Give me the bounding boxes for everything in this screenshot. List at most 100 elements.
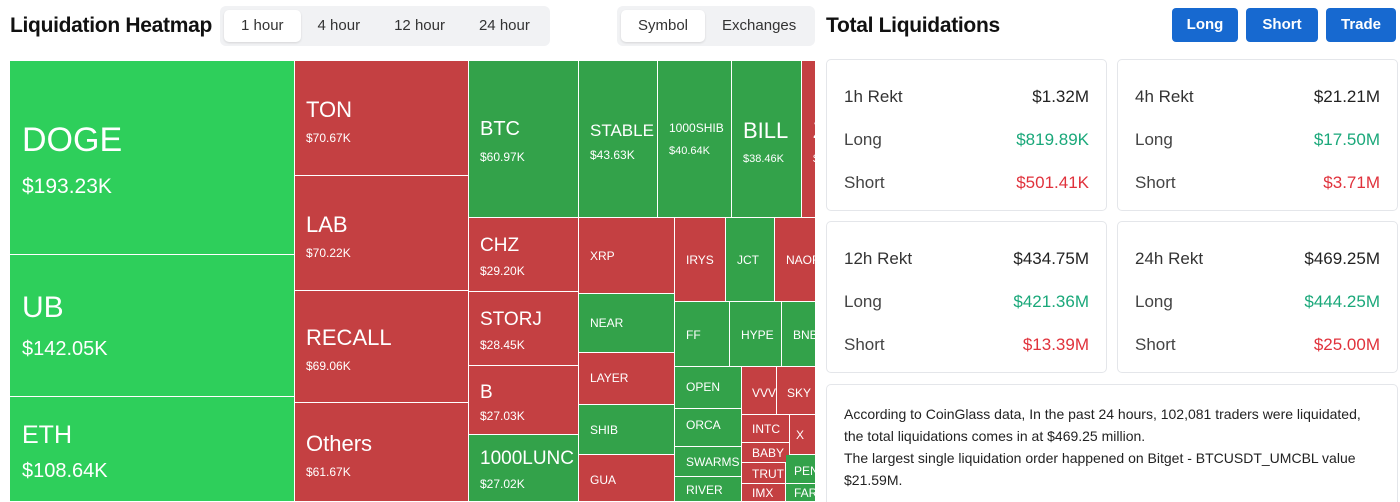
- treemap-cell-orca[interactable]: ORCA: [675, 409, 742, 447]
- treemap-cell-btc[interactable]: BTC $60.97K: [469, 61, 579, 218]
- treemap-cell-b[interactable]: B $27.03K: [469, 366, 579, 435]
- treemap-cell-swarms[interactable]: SWARMS: [675, 447, 742, 477]
- cell-value: $70.67K: [306, 131, 351, 145]
- short-value: $3.71M: [1323, 173, 1380, 192]
- tab-exchanges[interactable]: Exchanges: [722, 17, 797, 34]
- treemap-cell-1000lunc[interactable]: 1000LUNC $27.02K: [469, 435, 579, 502]
- cell-symbol: DOGE: [22, 121, 123, 159]
- treemap-cell-hype[interactable]: HYPE: [730, 302, 782, 367]
- treemap-cell-eth[interactable]: ETH $108.64K: [10, 397, 295, 502]
- treemap-cell-naor[interactable]: NAOR: [775, 218, 816, 302]
- card-header: 1h Rekt $1.32M: [844, 87, 1089, 107]
- total-value: $469.25M: [1304, 249, 1380, 268]
- treemap-cell-ton[interactable]: TON $70.67K: [295, 61, 469, 176]
- cell-symbol: RECALL: [306, 325, 392, 350]
- short-label: Short: [844, 173, 885, 192]
- long-value: $17.50M: [1313, 130, 1380, 149]
- treemap-cell-baby[interactable]: BABY: [742, 443, 790, 463]
- treemap-cell-near[interactable]: NEAR: [579, 294, 675, 353]
- cell-symbol: B: [480, 382, 493, 403]
- treemap-cell-recall[interactable]: RECALL $69.06K: [295, 291, 469, 403]
- treemap-cell-sky[interactable]: SKY: [777, 367, 816, 415]
- treemap-cell-pen[interactable]: PEN: [786, 455, 816, 484]
- period-label: 1h Rekt: [844, 87, 903, 106]
- treemap-cell-x[interactable]: X: [790, 415, 816, 455]
- long-label: Long: [844, 130, 882, 149]
- treemap-cell-1000shib[interactable]: 1000SHIB $40.64K: [658, 61, 732, 218]
- summary-line-1: According to CoinGlass data, In the past…: [844, 406, 1361, 444]
- cell-symbol: IMX: [752, 486, 774, 500]
- short-row: Short $25.00M: [1135, 335, 1380, 355]
- treemap-cell-bnb[interactable]: BNB: [782, 302, 816, 367]
- short-value: $25.00M: [1313, 335, 1380, 354]
- cell-symbol: BILL: [743, 118, 789, 143]
- treemap-cell-trut[interactable]: TRUT: [742, 463, 786, 484]
- cell-symbol: LAB: [306, 212, 348, 237]
- treemap-cell-layer[interactable]: LAYER: [579, 353, 675, 405]
- cell-value: $69.06K: [306, 359, 351, 373]
- card-header: 12h Rekt $434.75M: [844, 249, 1089, 269]
- cell-symbol: OPEN: [686, 380, 721, 394]
- treemap-cell-shib[interactable]: SHIB: [579, 405, 675, 455]
- timeframe-selector: 1 hour 4 hour 12 hour 24 hour: [220, 6, 550, 46]
- treemap-cell-imx[interactable]: IMX: [742, 484, 786, 502]
- liquidation-treemap: DOGE $193.23K UB $142.05K ETH $108.64K T…: [10, 61, 816, 502]
- treemap-cell-doge[interactable]: DOGE $193.23K: [10, 61, 295, 255]
- treemap-cell-xrp[interactable]: XRP: [579, 218, 675, 294]
- tab-12-hour[interactable]: 12 hour: [394, 17, 445, 34]
- treemap-cell-far[interactable]: FAR: [786, 484, 816, 502]
- cell-symbol: TON: [306, 97, 353, 122]
- short-row: Short $13.39M: [844, 335, 1089, 355]
- treemap-cell-vvv[interactable]: VVV: [742, 367, 777, 415]
- treemap-cell-river[interactable]: RIVER: [675, 477, 742, 502]
- period-label: 24h Rekt: [1135, 249, 1204, 268]
- treemap-cell-intc[interactable]: INTC: [742, 415, 790, 443]
- cell-symbol: ETH: [22, 421, 72, 449]
- cell-value: $40.64K: [669, 145, 710, 157]
- total-value: $21.21M: [1313, 87, 1380, 106]
- rekt-card-12h: 12h Rekt $434.75M Long $421.36M Short $1…: [826, 221, 1107, 373]
- cell-symbol: XRP: [590, 249, 615, 263]
- long-label: Long: [844, 292, 882, 311]
- cell-symbol: INTC: [752, 422, 780, 436]
- cell-symbol: VVV: [752, 386, 777, 400]
- treemap-cell-z[interactable]: Z $: [802, 61, 816, 218]
- treemap-cell-jct[interactable]: JCT: [726, 218, 775, 302]
- long-label: Long: [1135, 292, 1173, 311]
- summary-line-2: The largest single liquidation order hap…: [844, 450, 1356, 488]
- cell-symbol: 1000SHIB: [669, 121, 724, 135]
- treemap-cell-others[interactable]: Others $61.67K: [295, 403, 469, 502]
- treemap-cell-gua[interactable]: GUA: [579, 455, 675, 502]
- treemap-cell-stable[interactable]: STABLE $43.63K: [579, 61, 658, 218]
- tab-24-hour[interactable]: 24 hour: [478, 17, 530, 34]
- tab-1-hour[interactable]: 1 hour: [224, 10, 301, 42]
- cell-symbol: SHIB: [590, 423, 619, 437]
- treemap-cell-open[interactable]: OPEN: [675, 367, 742, 409]
- cell-symbol: IRYS: [686, 253, 714, 267]
- treemap-cell-irys[interactable]: IRYS: [675, 218, 726, 302]
- cell-symbol: FF: [686, 328, 701, 342]
- long-button[interactable]: Long: [1172, 8, 1238, 42]
- treemap-cell-chz[interactable]: CHZ $29.20K: [469, 218, 579, 292]
- heatmap-title: Liquidation Heatmap: [10, 14, 212, 37]
- cell-value: $38.46K: [743, 153, 784, 165]
- short-value: $501.41K: [1016, 173, 1089, 192]
- cell-value: $29.20K: [480, 264, 525, 278]
- tab-4-hour[interactable]: 4 hour: [317, 17, 361, 34]
- cell-symbol: NAOR: [786, 253, 815, 267]
- cell-symbol: FAR: [794, 486, 816, 500]
- cell-symbol: GUA: [590, 473, 617, 487]
- treemap-cell-ff[interactable]: FF: [675, 302, 730, 367]
- card-header: 24h Rekt $469.25M: [1135, 249, 1380, 269]
- cell-symbol: TRUT: [752, 467, 784, 481]
- tab-symbol[interactable]: Symbol: [621, 10, 706, 42]
- treemap-cell-ub[interactable]: UB $142.05K: [10, 255, 295, 397]
- treemap-cell-lab[interactable]: LAB $70.22K: [295, 176, 469, 291]
- treemap-cell-bill[interactable]: BILL $38.46K: [732, 61, 802, 218]
- short-row: Short $3.71M: [1135, 173, 1380, 193]
- cell-value: $61.67K: [306, 465, 351, 479]
- cell-symbol: Z: [813, 118, 815, 144]
- short-button[interactable]: Short: [1246, 8, 1318, 42]
- trade-button[interactable]: Trade: [1326, 8, 1396, 42]
- treemap-cell-storj[interactable]: STORJ $28.45K: [469, 292, 579, 366]
